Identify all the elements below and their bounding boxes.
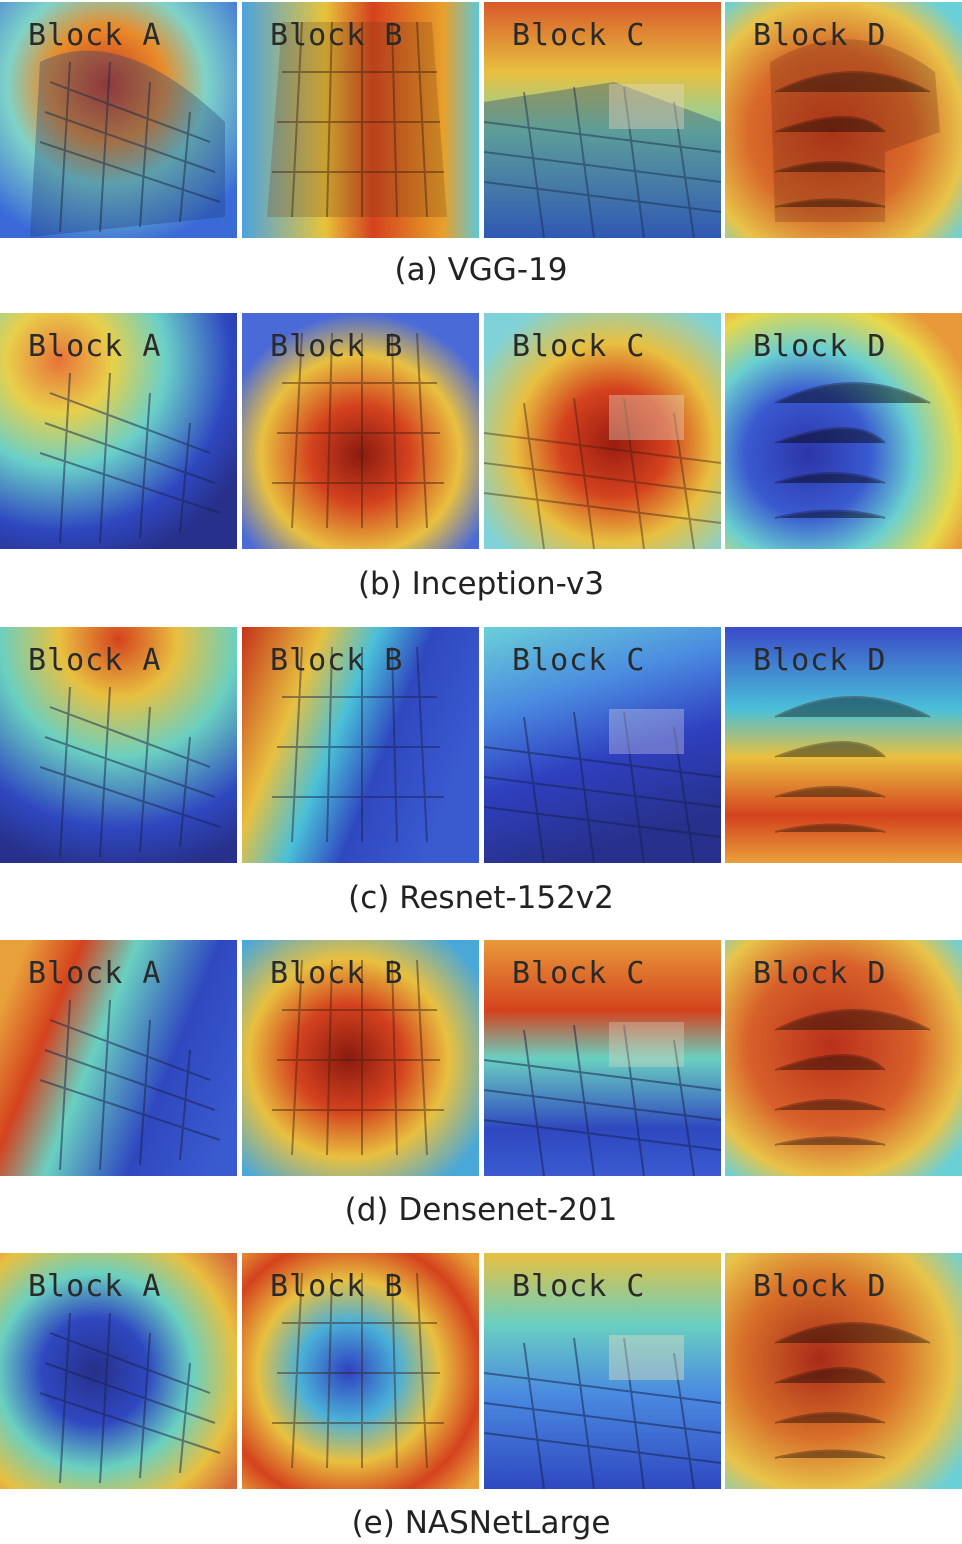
heatmap-panel: Block D: [725, 940, 962, 1176]
heatmap-image: [242, 1253, 479, 1489]
panel-label: Block A: [28, 18, 162, 53]
heatmap-image: [0, 940, 237, 1176]
heatmap-panel: Block D: [725, 627, 962, 863]
panel-label: Block A: [28, 643, 162, 678]
heatmap-image: [0, 627, 237, 863]
figure-caption: (d) Densenet-201: [344, 1192, 618, 1228]
figure-caption: (c) Resnet-152v2: [348, 880, 614, 916]
heatmap-image: [0, 2, 237, 238]
heatmap-panel: Block D: [725, 313, 962, 549]
heatmap-image: [725, 1253, 962, 1489]
figure-row-e: Block A Block B Block C Block D: [0, 1253, 962, 1489]
panel-label: Block D: [753, 329, 887, 364]
heatmap-image: [484, 2, 721, 238]
heatmap-image: [484, 627, 721, 863]
panel-label: Block D: [753, 956, 887, 991]
heatmap-panel: Block C: [484, 627, 721, 863]
heatmap-panel: Block C: [484, 2, 721, 238]
figure-caption: (a) VGG-19: [394, 252, 568, 288]
heatmap-image: [242, 940, 479, 1176]
heatmap-image: [484, 940, 721, 1176]
panel-label: Block B: [270, 18, 404, 53]
heatmap-panel: Block C: [484, 313, 721, 549]
heatmap-panel: Block B: [242, 940, 479, 1176]
heatmap-panel: Block B: [242, 313, 479, 549]
panel-label: Block C: [512, 18, 646, 53]
panel-label: Block C: [512, 956, 646, 991]
heatmap-image: [242, 2, 479, 238]
heatmap-image: [242, 627, 479, 863]
heatmap-panel: Block A: [0, 1253, 237, 1489]
figure-row-d: Block A Block B Block C Block D: [0, 940, 962, 1176]
heatmap-panel: Block B: [242, 2, 479, 238]
figure-row-a: Block A Block B Block C Block D: [0, 2, 962, 238]
heatmap-panel: Block A: [0, 627, 237, 863]
figure-row-b: Block A Block B Block C Block D: [0, 313, 962, 549]
heatmap-panel: Block A: [0, 940, 237, 1176]
heatmap-image: [484, 313, 721, 549]
heatmap-image: [725, 940, 962, 1176]
panel-label: Block D: [753, 643, 887, 678]
heatmap-panel: Block C: [484, 1253, 721, 1489]
panel-label: Block A: [28, 956, 162, 991]
panel-label: Block B: [270, 956, 404, 991]
panel-label: Block D: [753, 18, 887, 53]
heatmap-panel: Block B: [242, 627, 479, 863]
heatmap-image: [0, 313, 237, 549]
heatmap-image: [242, 313, 479, 549]
heatmap-image: [725, 627, 962, 863]
heatmap-image: [725, 2, 962, 238]
panel-label: Block A: [28, 1269, 162, 1304]
figure-row-c: Block A Block B Block C Block D: [0, 627, 962, 863]
panel-label: Block B: [270, 643, 404, 678]
panel-label: Block C: [512, 643, 646, 678]
heatmap-panel: Block D: [725, 2, 962, 238]
panel-label: Block B: [270, 1269, 404, 1304]
heatmap-panel: Block C: [484, 940, 721, 1176]
panel-label: Block B: [270, 329, 404, 364]
heatmap-panel: Block A: [0, 2, 237, 238]
figure-caption: (e) NASNetLarge: [351, 1505, 611, 1541]
heatmap-image: [484, 1253, 721, 1489]
figure-caption: (b) Inception-v3: [357, 566, 605, 602]
panel-label: Block D: [753, 1269, 887, 1304]
panel-label: Block A: [28, 329, 162, 364]
panel-label: Block C: [512, 329, 646, 364]
panel-label: Block C: [512, 1269, 646, 1304]
heatmap-image: [725, 313, 962, 549]
heatmap-panel: Block B: [242, 1253, 479, 1489]
heatmap-panel: Block A: [0, 313, 237, 549]
heatmap-panel: Block D: [725, 1253, 962, 1489]
heatmap-image: [0, 1253, 237, 1489]
